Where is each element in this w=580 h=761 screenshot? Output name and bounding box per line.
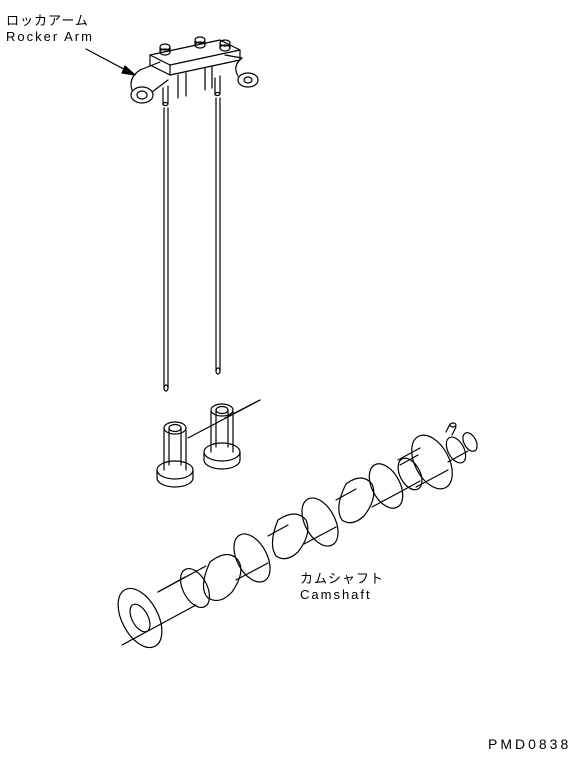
camshaft: [109, 423, 480, 655]
document-id: PMD0838: [488, 736, 571, 752]
rocker-arm-label-jp: ロッカアーム: [6, 10, 94, 29]
rocker-arm-label-en: Rocker Arm: [6, 29, 94, 44]
diagram-canvas: [0, 0, 580, 761]
camshaft-label-en: Camshaft: [300, 587, 384, 602]
leader-tappets: [188, 400, 260, 438]
leader-rocker-arm: [86, 49, 135, 75]
push-rods: [164, 98, 220, 391]
camshaft-label-jp: カムシャフト: [300, 568, 384, 587]
rocker-arm-assembly: [131, 37, 258, 106]
camshaft-label: カムシャフト Camshaft: [300, 568, 384, 602]
rocker-arm-label: ロッカアーム Rocker Arm: [6, 10, 94, 44]
tappets: [157, 404, 240, 487]
